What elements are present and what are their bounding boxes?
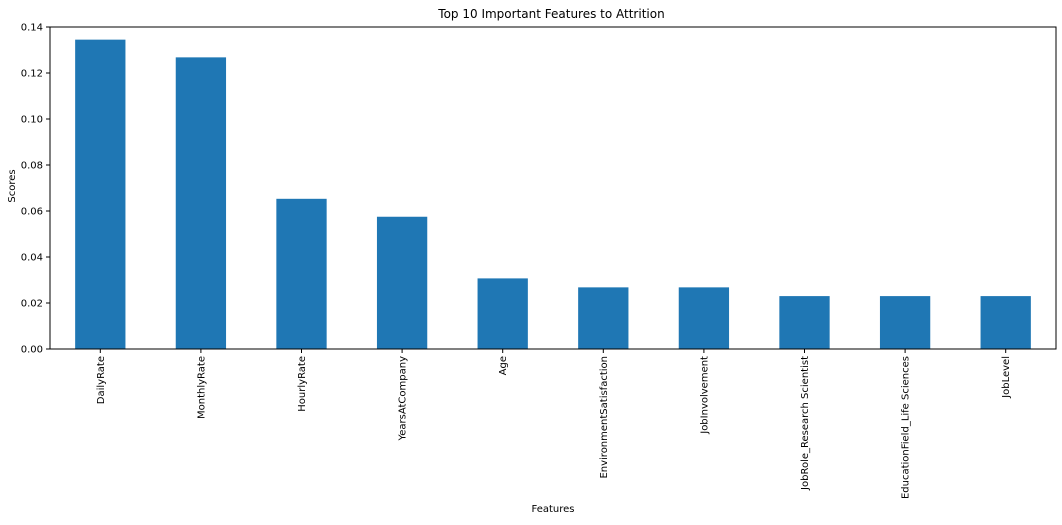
plot-frame [49,26,1057,350]
x-tick-label: YearsAtCompany [398,356,409,442]
axes-layer: DailyRate MonthlyRate HourlyRate YearsAtCom… [21,23,1057,499]
x-tick-label: Age [498,356,509,375]
bar [477,278,528,349]
y-tick-label: 0.06 [21,207,43,218]
x-tick-label: HourlyRate [297,356,308,412]
bar [980,296,1031,349]
x-tick-label: DailyRate [96,356,107,404]
bar [376,216,428,349]
x-tick-label: EducationField_Life Sciences [901,356,912,499]
chart-title: Top 10 Important Features to Attrition [437,7,664,21]
x-axis-label: Features [532,504,575,515]
y-tick-label: 0.00 [21,345,43,356]
x-tick-label: JobRole_Research Scientist [800,356,811,491]
bars-layer [75,39,1031,350]
y-tick-label: 0.04 [21,253,43,264]
bar [578,287,629,349]
bar [779,296,830,349]
x-tick-label: JobInvolvement [699,356,710,435]
bar [678,287,730,349]
y-tick-label: 0.02 [21,299,43,310]
bar [276,198,327,349]
bar [879,296,931,349]
bar [175,57,227,350]
x-tick-label: MonthlyRate [196,356,207,419]
y-tick-label: 0.08 [21,161,43,172]
y-tick-label: 0.10 [21,115,43,126]
y-tick-label: 0.14 [21,23,43,34]
bar [75,39,126,350]
y-tick-label: 0.12 [21,69,43,80]
y-axis-label: Scores [7,169,18,202]
x-tick-label: JobLevel [1001,356,1012,399]
x-tick-label: EnvironmentSatisfaction [599,356,610,479]
